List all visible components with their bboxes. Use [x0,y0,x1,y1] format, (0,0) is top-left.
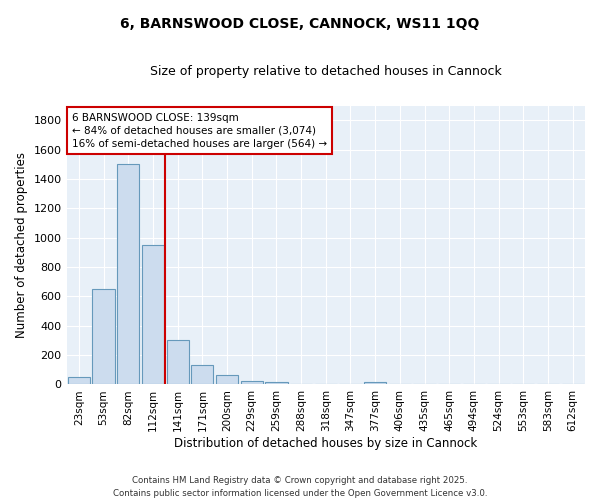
Text: 6, BARNSWOOD CLOSE, CANNOCK, WS11 1QQ: 6, BARNSWOOD CLOSE, CANNOCK, WS11 1QQ [121,18,479,32]
Bar [191,364,214,384]
Bar [68,377,90,384]
Bar [216,375,238,384]
Bar [265,382,287,384]
Text: 6 BARNSWOOD CLOSE: 139sqm
← 84% of detached houses are smaller (3,074)
16% of se: 6 BARNSWOOD CLOSE: 139sqm ← 84% of detac… [72,112,327,149]
Bar [364,382,386,384]
X-axis label: Distribution of detached houses by size in Cannock: Distribution of detached houses by size … [174,437,478,450]
Bar [142,245,164,384]
Title: Size of property relative to detached houses in Cannock: Size of property relative to detached ho… [150,65,502,78]
Bar [92,289,115,384]
Bar [241,381,263,384]
Y-axis label: Number of detached properties: Number of detached properties [15,152,28,338]
Text: Contains HM Land Registry data © Crown copyright and database right 2025.
Contai: Contains HM Land Registry data © Crown c… [113,476,487,498]
Bar [167,340,189,384]
Bar [117,164,139,384]
